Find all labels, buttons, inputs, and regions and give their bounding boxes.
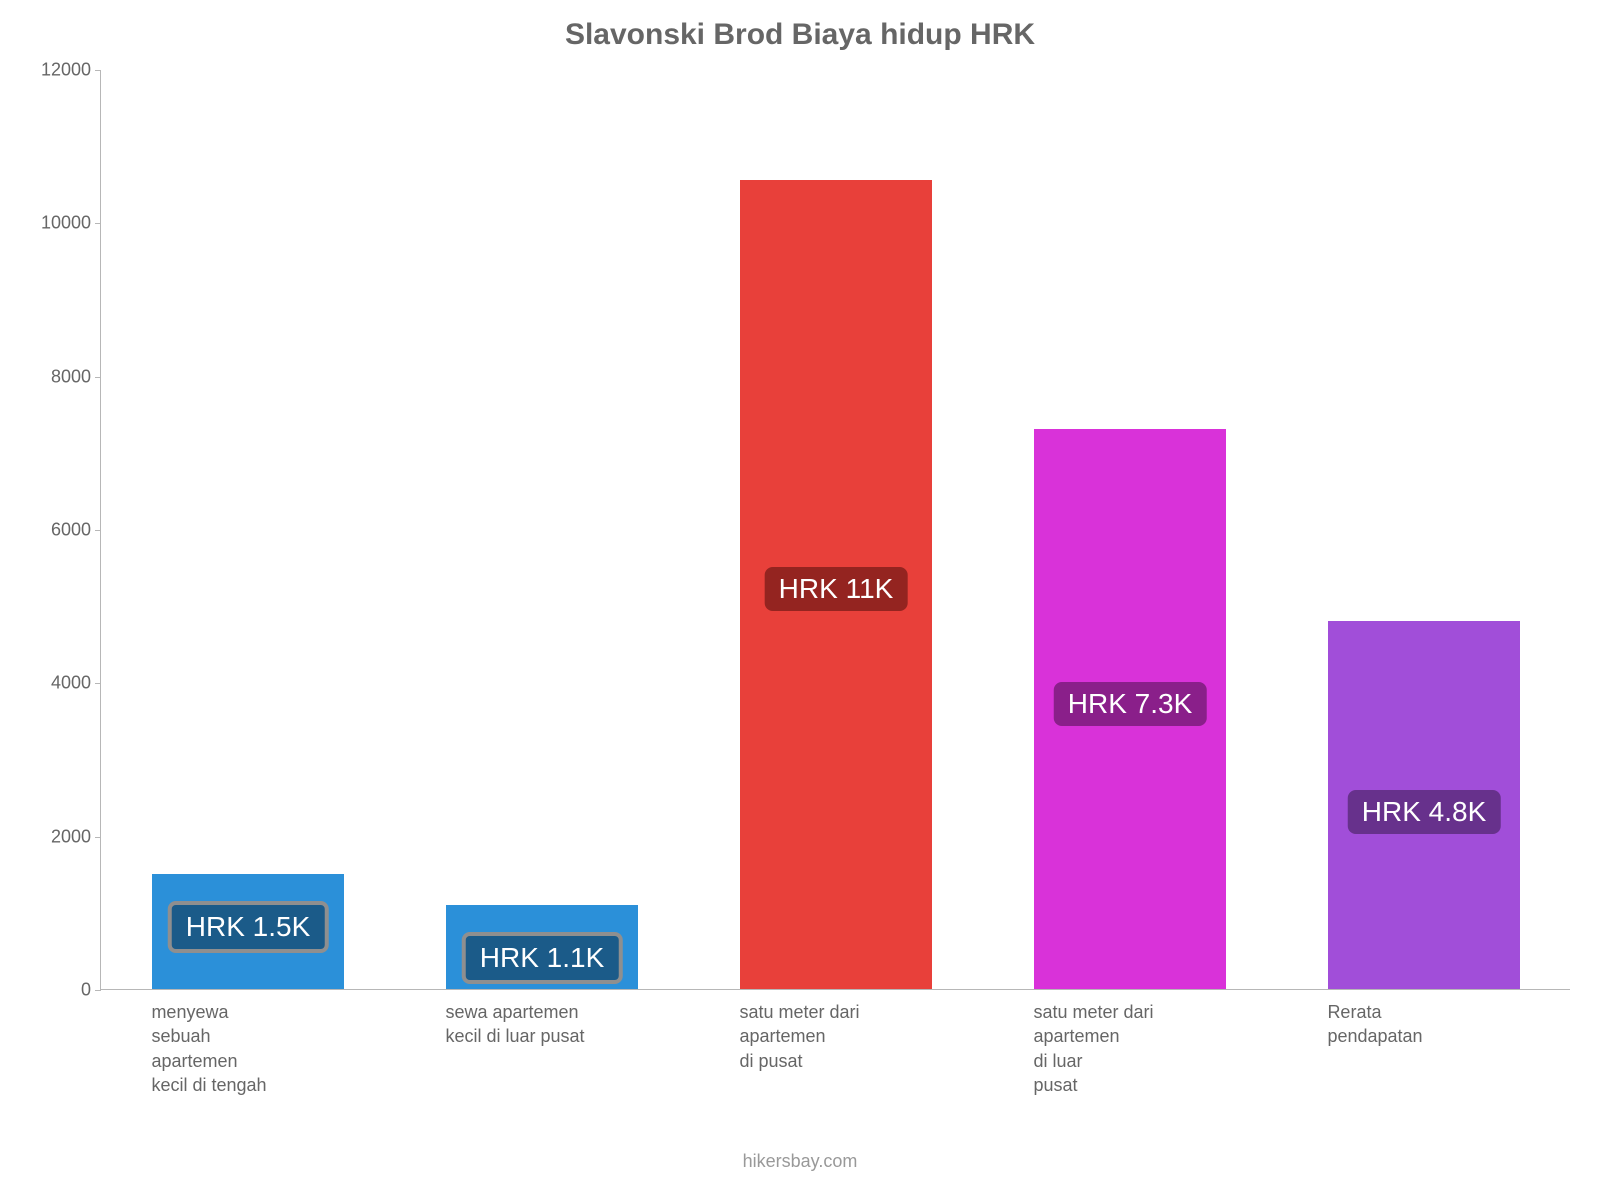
y-tick-mark — [95, 837, 101, 838]
bar-value-label: HRK 4.8K — [1348, 790, 1501, 834]
y-tick-mark — [95, 377, 101, 378]
y-tick-label: 10000 — [31, 213, 91, 234]
bar-value-label: HRK 11K — [765, 567, 908, 611]
x-category-label: menyewasebuahapartemenkecil di tengah — [151, 1000, 342, 1097]
bar-value-label: HRK 1.1K — [462, 932, 623, 984]
y-tick-mark — [95, 683, 101, 684]
y-tick-label: 2000 — [31, 826, 91, 847]
chart-footer: hikersbay.com — [0, 1151, 1600, 1172]
y-tick-label: 12000 — [31, 60, 91, 81]
chart-container: Slavonski Brod Biaya hidup HRK 020004000… — [0, 0, 1600, 1200]
chart-title: Slavonski Brod Biaya hidup HRK — [0, 18, 1600, 52]
x-category-label: sewa apartemenkecil di luar pusat — [445, 1000, 636, 1049]
x-category-label: satu meter dariapartemendi pusat — [739, 1000, 930, 1073]
y-tick-label: 4000 — [31, 673, 91, 694]
bar-value-label: HRK 1.5K — [168, 901, 329, 953]
y-tick-mark — [95, 70, 101, 71]
y-tick-label: 8000 — [31, 366, 91, 387]
x-category-label: satu meter dariapartemendi luarpusat — [1033, 1000, 1224, 1097]
y-tick-mark — [95, 990, 101, 991]
y-tick-mark — [95, 530, 101, 531]
y-tick-label: 0 — [31, 980, 91, 1001]
x-category-label: Reratapendapatan — [1327, 1000, 1518, 1049]
bar-value-label: HRK 7.3K — [1054, 682, 1207, 726]
y-tick-mark — [95, 223, 101, 224]
y-tick-label: 6000 — [31, 520, 91, 541]
plot-area: 020004000600080001000012000HRK 1.5KHRK 1… — [100, 70, 1570, 990]
